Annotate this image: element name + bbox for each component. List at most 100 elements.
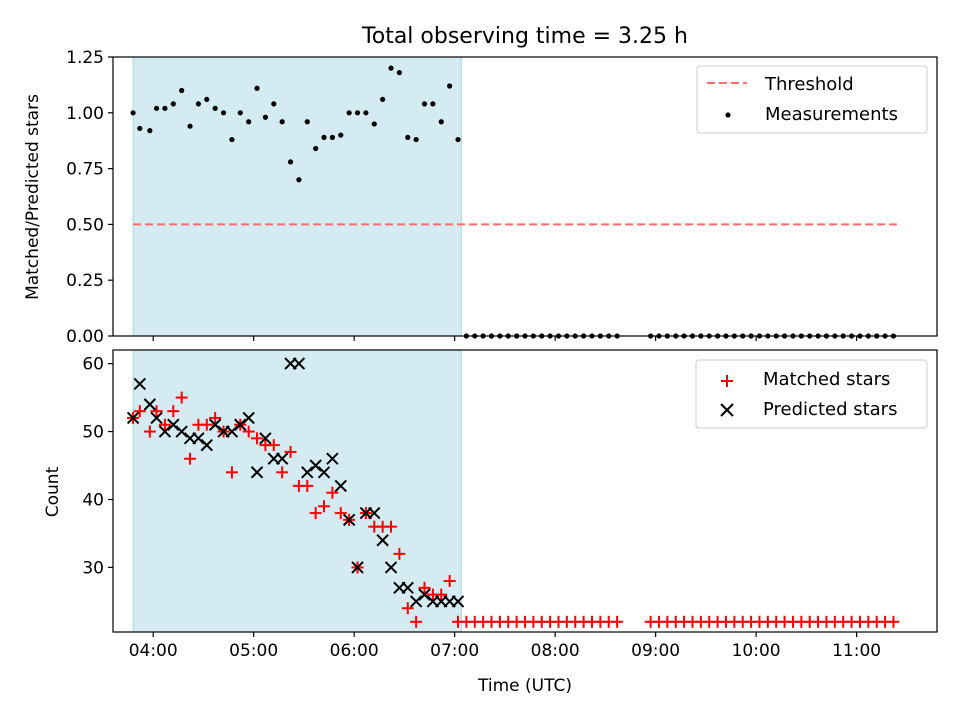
measurement-point <box>329 134 335 140</box>
predicted-star-point <box>351 561 364 574</box>
predicted-star-point <box>292 357 306 370</box>
measurement-point <box>237 110 243 116</box>
measurement-point <box>287 159 294 165</box>
measurement-point <box>447 83 453 89</box>
measurement-point <box>246 119 252 125</box>
measurement-point <box>321 134 327 140</box>
matched-star-point <box>242 425 255 438</box>
measurement-point <box>354 110 361 116</box>
measurement-point <box>254 85 260 91</box>
legend-measurements-label: Measurements <box>765 104 898 125</box>
matched-star-point <box>393 547 406 560</box>
top-axes-frame <box>112 56 938 337</box>
matched-star-point <box>385 520 398 533</box>
matched-star-point <box>276 466 289 479</box>
matched-star-point <box>175 391 188 404</box>
predicted-star-point <box>143 398 157 411</box>
matched-star-point <box>443 575 456 588</box>
predicted-star-point <box>451 595 465 608</box>
bottom-y-ticks: 30 40 50 60 <box>82 355 113 578</box>
predicted-star-point <box>317 466 331 479</box>
matched-star-point <box>887 615 900 628</box>
matched-star-point <box>326 486 339 499</box>
measurement-point <box>220 110 227 116</box>
chart-title: Total observing time = 3.25 h <box>361 24 688 49</box>
y-tick-label: 40 <box>82 490 104 510</box>
measurement-point <box>396 70 402 76</box>
matched-star-point <box>143 425 156 438</box>
matched-star-point <box>200 418 213 431</box>
matched-star-point <box>318 500 331 513</box>
predicted-star-point <box>200 438 213 452</box>
y-tick-label: 0.25 <box>66 271 104 291</box>
predicted-star-point <box>384 561 398 574</box>
y-tick-label: 1.00 <box>66 104 104 124</box>
top-legend-box <box>696 65 928 134</box>
matched-star-point <box>167 405 180 418</box>
y-tick-label: 30 <box>82 558 104 578</box>
x-tick-label: 06:00 <box>330 641 379 661</box>
matched-stars-points <box>127 391 900 628</box>
y-tick-label: 60 <box>82 355 104 375</box>
matched-star-point <box>309 507 322 520</box>
y-tick-label: 0.75 <box>66 160 104 180</box>
predicted-star-point <box>342 513 356 527</box>
legend-predicted-swatch <box>720 403 734 417</box>
legend-measurements-swatch <box>725 112 731 118</box>
observing-window-shade <box>132 56 462 337</box>
matched-star-point <box>209 411 222 424</box>
measurement-point <box>438 119 444 125</box>
measurement-point <box>271 101 277 107</box>
legend-matched-label: Matched stars <box>763 369 890 390</box>
measurement-point <box>204 96 210 103</box>
measurement-point <box>430 101 436 107</box>
top-x-ticks <box>152 336 858 341</box>
bottom-observing-window <box>132 349 462 633</box>
measurement-point <box>229 136 235 143</box>
bottom-x-ticks: 04:00 05:00 06:00 07:00 08:00 09:00 10:00 11:00 <box>129 632 881 661</box>
top-legend: Threshold Measurements <box>696 65 928 134</box>
x-axis-label: Time (UTC) <box>477 676 572 696</box>
legend-matched-swatch <box>721 375 733 387</box>
measurement-point <box>170 101 176 107</box>
top-observing-window <box>132 56 462 337</box>
matched-star-point <box>150 405 163 418</box>
predicted-star-point <box>167 418 180 431</box>
matched-star-point <box>401 602 414 615</box>
top-y-axis-label: Matched/Predicted stars <box>23 94 43 300</box>
predicted-stars-points <box>126 357 465 608</box>
predicted-star-point <box>401 581 414 595</box>
predicted-star-point <box>175 425 188 438</box>
predicted-star-point <box>150 411 163 425</box>
measurement-point <box>304 119 310 125</box>
measurement-point <box>313 145 319 152</box>
x-tick-label: 11:00 <box>832 641 881 661</box>
top-y-ticks: 0.00 0.25 0.50 0.75 1.00 1.25 <box>66 48 113 347</box>
matched-star-point <box>284 445 297 458</box>
x-tick-label: 05:00 <box>229 641 278 661</box>
measurement-point <box>187 123 193 129</box>
predicted-star-point <box>158 425 172 438</box>
bottom-y-axis-label: Count <box>43 466 63 517</box>
measurement-point <box>279 119 285 125</box>
measurement-point <box>130 110 136 116</box>
x-tick-label: 07:00 <box>430 641 479 661</box>
bottom-axes-frame <box>112 349 938 633</box>
measurement-point <box>262 114 269 120</box>
predicted-star-point <box>259 432 272 445</box>
measurement-point <box>363 110 369 116</box>
measurement-point <box>179 87 185 94</box>
x-tick-label: 04:00 <box>129 641 178 661</box>
predicted-star-point <box>192 432 205 445</box>
measurement-point <box>380 96 386 103</box>
matched-star-point <box>334 507 347 520</box>
measurement-point <box>413 136 419 143</box>
measurement-point <box>455 136 461 143</box>
predicted-star-point <box>242 411 255 425</box>
x-tick-label: 09:00 <box>631 641 680 661</box>
predicted-star-point <box>301 466 314 479</box>
predicted-star-point <box>208 418 222 431</box>
measurement-point <box>346 110 352 116</box>
